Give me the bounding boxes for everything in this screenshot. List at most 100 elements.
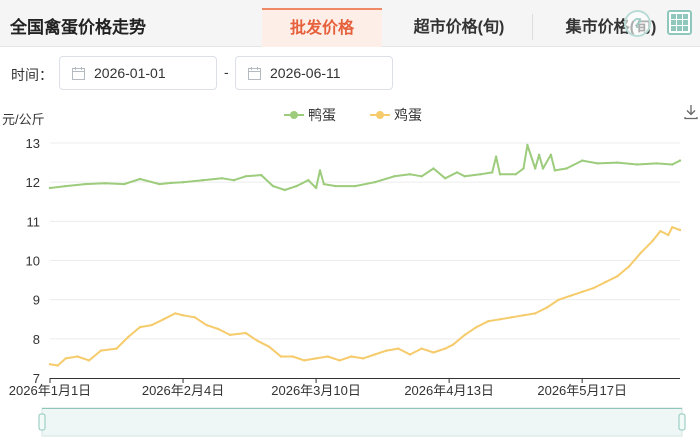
data-point: [522, 314, 525, 317]
data-point: [48, 186, 52, 190]
tab-supermarket-price[interactable]: 超市价格(旬): [413, 19, 505, 36]
series-line-鸡蛋: [49, 226, 681, 367]
y-axis-unit-label: 元/公斤: [2, 112, 45, 127]
data-point: [487, 320, 490, 323]
data-point: [604, 280, 607, 284]
end-date-value: 2026-06-11: [270, 65, 341, 81]
data-point: [64, 184, 67, 188]
legend-item-鸭蛋[interactable]: 鸭蛋: [284, 107, 336, 123]
data-point: [127, 335, 130, 339]
data-point: [174, 312, 177, 315]
data-point: [193, 316, 196, 319]
legend-label: 鸭蛋: [308, 107, 336, 123]
data-point: [256, 339, 259, 342]
grid-view-icon[interactable]: [667, 10, 692, 35]
date-range-separator: -: [224, 64, 229, 80]
zoom-slider-track[interactable]: [41, 407, 683, 437]
data-point: [291, 355, 294, 358]
data-point: [123, 182, 126, 186]
data-point: [244, 175, 247, 178]
data-point: [295, 184, 298, 188]
data-point: [138, 325, 142, 329]
data-point: [181, 314, 185, 317]
data-point: [48, 363, 52, 366]
data-point: [565, 167, 568, 170]
data-point: [221, 177, 224, 180]
data-point: [115, 347, 118, 350]
data-point: [553, 169, 556, 172]
help-icon[interactable]: ?: [624, 10, 651, 37]
data-point: [671, 226, 674, 229]
chart-series: [48, 143, 682, 367]
data-point: [592, 286, 596, 290]
download-icon[interactable]: [684, 104, 698, 120]
data-point: [635, 163, 639, 166]
data-point: [397, 347, 400, 350]
data-point: [158, 182, 161, 186]
y-tick-label: 9: [33, 293, 40, 308]
data-point: [385, 349, 388, 352]
data-point: [479, 173, 482, 176]
tab-wholesale-price[interactable]: 批发价格: [262, 8, 382, 47]
data-point: [373, 353, 376, 356]
data-point: [420, 175, 423, 178]
chart-legend[interactable]: 鸭蛋 鸡蛋: [284, 107, 422, 123]
x-tick-label: 2026年3月10日: [271, 383, 361, 398]
data-point: [314, 357, 318, 360]
data-point: [451, 343, 455, 346]
x-tick-label: 2026年4月13日: [404, 383, 494, 398]
data-point: [596, 162, 599, 165]
y-tick-label: 11: [27, 214, 41, 229]
data-point: [432, 351, 435, 354]
data-point: [408, 173, 412, 176]
data-point: [244, 331, 247, 335]
data-point: [201, 179, 204, 182]
data-zoom-slider[interactable]: [38, 407, 686, 437]
data-point: [455, 171, 459, 174]
data-point: [87, 359, 91, 362]
data-point: [475, 325, 478, 329]
data-point: [103, 182, 107, 185]
zoom-handle-left[interactable]: [38, 413, 46, 431]
data-point: [651, 239, 654, 243]
data-point: [318, 169, 322, 172]
data-point: [267, 345, 271, 348]
legend-item-鸡蛋[interactable]: 鸡蛋: [370, 107, 422, 123]
calendar-icon: [248, 67, 261, 80]
data-point: [655, 162, 658, 165]
data-point: [228, 333, 232, 337]
data-point: [150, 323, 153, 327]
y-tick-label: 8: [33, 332, 40, 347]
data-point: [303, 359, 306, 362]
data-point: [541, 167, 545, 170]
data-point: [526, 143, 529, 147]
data-point: [138, 177, 142, 181]
data-point: [569, 294, 572, 297]
data-point: [522, 167, 525, 170]
start-date-input[interactable]: 2026-01-01: [59, 56, 217, 90]
zoom-handle-right[interactable]: [678, 413, 686, 431]
data-point: [514, 173, 517, 176]
tab-market-price[interactable]: 集市价格(旬): [565, 19, 657, 36]
data-point: [463, 175, 466, 178]
data-point: [537, 153, 541, 156]
data-point: [76, 355, 79, 358]
top-bar: 全国禽蛋价格走势 批发价格 超市价格(旬) 集市价格(旬) ?: [0, 0, 700, 47]
data-point: [534, 312, 537, 315]
data-point: [326, 355, 329, 358]
data-point: [162, 318, 165, 321]
data-point: [420, 347, 423, 350]
data-point: [444, 177, 447, 180]
data-point: [639, 251, 643, 254]
data-point: [498, 318, 502, 321]
data-point: [170, 181, 173, 185]
data-point: [616, 161, 619, 164]
data-point: [557, 298, 560, 301]
data-point: [260, 173, 263, 177]
y-tick-label: 13: [26, 136, 40, 151]
data-point: [545, 306, 549, 309]
end-date-input[interactable]: 2026-06-11: [235, 56, 393, 90]
data-point: [494, 155, 498, 158]
x-tick-label: 2026年1月1日: [9, 383, 91, 398]
data-point: [354, 184, 357, 188]
